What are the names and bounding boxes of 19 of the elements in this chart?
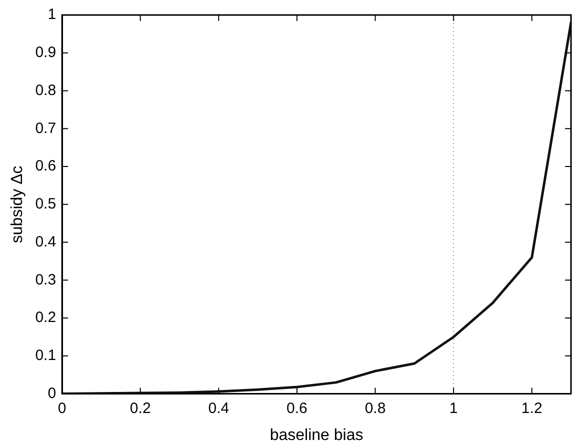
x-tick-label: 1 [449,400,458,417]
y-tick-label: 0.6 [35,158,56,175]
y-tick-label: 0.4 [35,233,56,250]
y-tick-label: 0.5 [35,196,56,213]
x-tick-label: 0.8 [364,400,386,417]
y-axis-title: subsidy Δc [9,166,26,244]
x-tick-label: 0.2 [130,400,151,417]
x-axis-title: baseline bias [270,426,364,444]
x-tick-label: 1.2 [521,400,542,417]
y-tick-label: 0.2 [35,309,56,326]
y-tick-label: 1 [48,6,56,24]
y-tick-label: 0 [48,384,56,402]
y-tick-label: 0.8 [35,82,56,99]
x-tick-label: 0.6 [286,400,308,417]
y-tick-label: 0.1 [35,347,56,364]
x-tick-label: 0.4 [208,400,230,417]
y-tick-label: 0.7 [35,120,56,137]
y-tick-label: 0.3 [35,271,56,288]
y-tick-label: 0.9 [35,44,56,62]
